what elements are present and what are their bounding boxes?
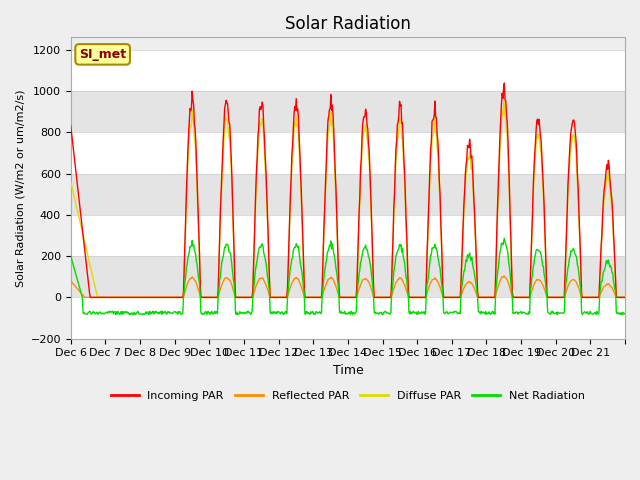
X-axis label: Time: Time [333, 364, 364, 377]
Legend: Incoming PAR, Reflected PAR, Diffuse PAR, Net Radiation: Incoming PAR, Reflected PAR, Diffuse PAR… [106, 386, 589, 406]
Bar [71, 50, 625, 91]
Bar [71, 91, 625, 132]
Bar [71, 132, 625, 174]
Text: SI_met: SI_met [79, 48, 126, 61]
Bar [71, 256, 625, 298]
Y-axis label: Solar Radiation (W/m2 or um/m2/s): Solar Radiation (W/m2 or um/m2/s) [15, 89, 25, 287]
Bar [71, 215, 625, 256]
Title: Solar Radiation: Solar Radiation [285, 15, 411, 33]
Bar [71, 174, 625, 215]
Bar [71, 298, 625, 339]
